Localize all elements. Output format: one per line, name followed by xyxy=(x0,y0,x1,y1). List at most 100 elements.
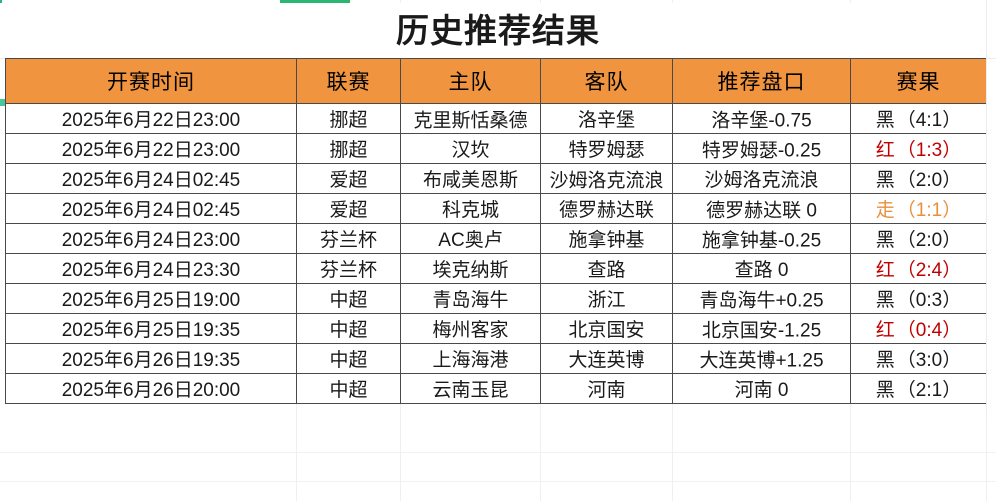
cell-home[interactable]: 科克城 xyxy=(400,193,541,224)
cell-result[interactable]: 红（2:4） xyxy=(850,253,987,284)
cell-result[interactable]: 黑（3:0） xyxy=(850,343,987,374)
cell-result[interactable]: 走（1:1） xyxy=(850,193,987,224)
column-header-odds[interactable]: 推荐盘口 xyxy=(672,58,851,104)
result-badge: 黑（2:0） xyxy=(876,225,961,252)
left-accent-mark xyxy=(0,99,8,106)
cell-league[interactable]: 挪超 xyxy=(296,103,401,134)
cell-league[interactable]: 中超 xyxy=(296,373,401,404)
table-row[interactable]: 2025年6月24日02:45 爱超 布咸美恩斯 沙姆洛克流浪 沙姆洛克流浪黑（2:0） xyxy=(5,163,987,194)
cell-league[interactable]: 中超 xyxy=(296,343,401,374)
cell-odds-text: 大连英博+1.25 xyxy=(699,350,824,371)
result-label: 红 xyxy=(875,320,895,341)
cell-home[interactable]: 布咸美恩斯 xyxy=(400,163,541,194)
cell-result[interactable]: 黑（2:1） xyxy=(850,373,987,404)
cell-result[interactable]: 红（1:3） xyxy=(850,133,987,164)
result-score: （2:0） xyxy=(896,230,962,251)
cell-time[interactable]: 2025年6月24日23:30 xyxy=(5,253,297,284)
cell-odds[interactable]: 施拿钟基-0.25 xyxy=(672,223,851,254)
cell-away[interactable]: 查路 xyxy=(540,253,673,284)
result-label: 黑 xyxy=(875,350,895,371)
cell-away[interactable]: 河南 xyxy=(540,373,673,404)
cell-home[interactable]: AC奥卢 xyxy=(400,223,541,254)
cell-home[interactable]: 汉坎 xyxy=(400,133,541,164)
result-score: （0:3） xyxy=(896,290,962,311)
table-row[interactable]: 2025年6月24日02:45 爱超 科克城 德罗赫达联 德罗赫达联 0 走（1:1） xyxy=(5,193,987,224)
cell-odds[interactable]: 沙姆洛克流浪 xyxy=(672,163,851,194)
cell-result[interactable]: 黑（4:1） xyxy=(850,103,987,134)
cell-away[interactable]: 沙姆洛克流浪 xyxy=(540,163,673,194)
result-badge: 红（0:4） xyxy=(876,315,961,342)
top-left-accent-mark xyxy=(0,0,2,3)
table-row[interactable]: 2025年6月24日23:00 芬兰杯 AC奥卢 施拿钟基 施拿钟基-0.25 黑（2:0… xyxy=(5,223,987,254)
cell-time[interactable]: 2025年6月22日23:00 xyxy=(5,133,297,164)
cell-away[interactable]: 德罗赫达联 xyxy=(540,193,673,224)
cell-league[interactable]: 中超 xyxy=(296,283,401,314)
cell-home[interactable]: 埃克纳斯 xyxy=(400,253,541,284)
cell-time[interactable]: 2025年6月24日02:45 xyxy=(5,163,297,194)
cell-time[interactable]: 2025年6月25日19:00 xyxy=(5,283,297,314)
column-header-result[interactable]: 赛果 xyxy=(850,58,987,104)
cell-odds[interactable]: 德罗赫达联 0 xyxy=(672,193,851,224)
table-row[interactable]: 2025年6月24日23:30 芬兰杯 埃克纳斯 查路 查路 0 红（2:4） xyxy=(5,253,987,284)
table-header-row: 开赛时间 联赛 主队 客队 推荐盘口 赛果 xyxy=(5,58,987,104)
cell-result[interactable]: 黑（0:3） xyxy=(850,283,987,314)
table-row[interactable]: 2025年6月22日23:00 挪超 克里斯恬桑德 洛辛堡 洛辛堡-0.75 黑（4:1） xyxy=(5,103,987,134)
cell-time[interactable]: 2025年6月26日20:00 xyxy=(5,373,297,404)
cell-home[interactable]: 上海海港 xyxy=(400,343,541,374)
cell-odds[interactable]: 大连英博+1.25 xyxy=(672,343,851,374)
cell-away[interactable]: 施拿钟基 xyxy=(540,223,673,254)
cell-league[interactable]: 芬兰杯 xyxy=(296,253,401,284)
column-header-away[interactable]: 客队 xyxy=(540,58,673,104)
cell-odds-text: 北京国安-1.25 xyxy=(701,320,822,341)
cell-home-text: 克里斯恬桑德 xyxy=(413,110,528,131)
cell-home[interactable]: 克里斯恬桑德 xyxy=(400,103,541,134)
result-label: 黑 xyxy=(875,230,895,251)
table-row[interactable]: 2025年6月25日19:35 中超 梅州客家 北京国安 北京国安-1.25 红（0:4） xyxy=(5,313,987,344)
result-label: 黑 xyxy=(875,380,895,401)
column-header-home[interactable]: 主队 xyxy=(400,58,541,104)
cell-home[interactable]: 云南玉昆 xyxy=(400,373,541,404)
result-label: 黑 xyxy=(875,170,895,191)
cell-league[interactable]: 爱超 xyxy=(296,193,401,224)
cell-home[interactable]: 梅州客家 xyxy=(400,313,541,344)
cell-league[interactable]: 中超 xyxy=(296,313,401,344)
cell-away[interactable]: 浙江 xyxy=(540,283,673,314)
result-score: （3:0） xyxy=(896,350,962,371)
column-header-time[interactable]: 开赛时间 xyxy=(5,58,297,104)
table-row[interactable]: 2025年6月26日20:00 中超 云南玉昆 河南 河南 0 黑（2:1） xyxy=(5,373,987,404)
cell-away[interactable]: 大连英博 xyxy=(540,343,673,374)
cell-odds[interactable]: 河南 0 xyxy=(672,373,851,404)
cell-odds[interactable]: 洛辛堡-0.75 xyxy=(672,103,851,134)
cell-time[interactable]: 2025年6月24日02:45 xyxy=(5,193,297,224)
cell-home[interactable]: 青岛海牛 xyxy=(400,283,541,314)
result-score: （4:1） xyxy=(896,110,962,131)
table-row[interactable]: 2025年6月26日19:35 中超 上海海港 大连英博 大连英博+1.25 黑（3:0） xyxy=(5,343,987,374)
result-label: 走 xyxy=(875,200,895,221)
cell-odds-text: 青岛海牛+0.25 xyxy=(699,290,824,311)
cell-result[interactable]: 黑（2:0） xyxy=(850,163,987,194)
cell-league[interactable]: 挪超 xyxy=(296,133,401,164)
cell-time[interactable]: 2025年6月25日19:35 xyxy=(5,313,297,344)
table-header: 开赛时间 联赛 主队 客队 推荐盘口 赛果 xyxy=(5,58,987,104)
table-row[interactable]: 2025年6月22日23:00 挪超 汉坎 特罗姆瑟 特罗姆瑟-0.25 红（1:3） xyxy=(5,133,987,164)
cell-result[interactable]: 红（0:4） xyxy=(850,313,987,344)
cell-odds[interactable]: 北京国安-1.25 xyxy=(672,313,851,344)
result-badge: 红（2:4） xyxy=(876,255,961,282)
column-header-league[interactable]: 联赛 xyxy=(296,58,401,104)
table-row[interactable]: 2025年6月25日19:00 中超 青岛海牛 浙江 青岛海牛+0.25 黑（0:3） xyxy=(5,283,987,314)
cell-odds[interactable]: 青岛海牛+0.25 xyxy=(672,283,851,314)
cell-odds[interactable]: 特罗姆瑟-0.25 xyxy=(672,133,851,164)
cell-odds[interactable]: 查路 0 xyxy=(672,253,851,284)
history-recommendation-table: 开赛时间 联赛 主队 客队 推荐盘口 赛果 2025年6月22日23:00 挪超克… xyxy=(5,58,987,404)
cell-time[interactable]: 2025年6月24日23:00 xyxy=(5,223,297,254)
cell-time[interactable]: 2025年6月26日19:35 xyxy=(5,343,297,374)
cell-result[interactable]: 黑（2:0） xyxy=(850,223,987,254)
cell-away[interactable]: 特罗姆瑟 xyxy=(540,133,673,164)
cell-time[interactable]: 2025年6月22日23:00 xyxy=(5,103,297,134)
result-label: 红 xyxy=(875,260,895,281)
cell-away[interactable]: 北京国安 xyxy=(540,313,673,344)
cell-league[interactable]: 爱超 xyxy=(296,163,401,194)
cell-league[interactable]: 芬兰杯 xyxy=(296,223,401,254)
right-edge-line xyxy=(986,0,987,420)
cell-away[interactable]: 洛辛堡 xyxy=(540,103,673,134)
